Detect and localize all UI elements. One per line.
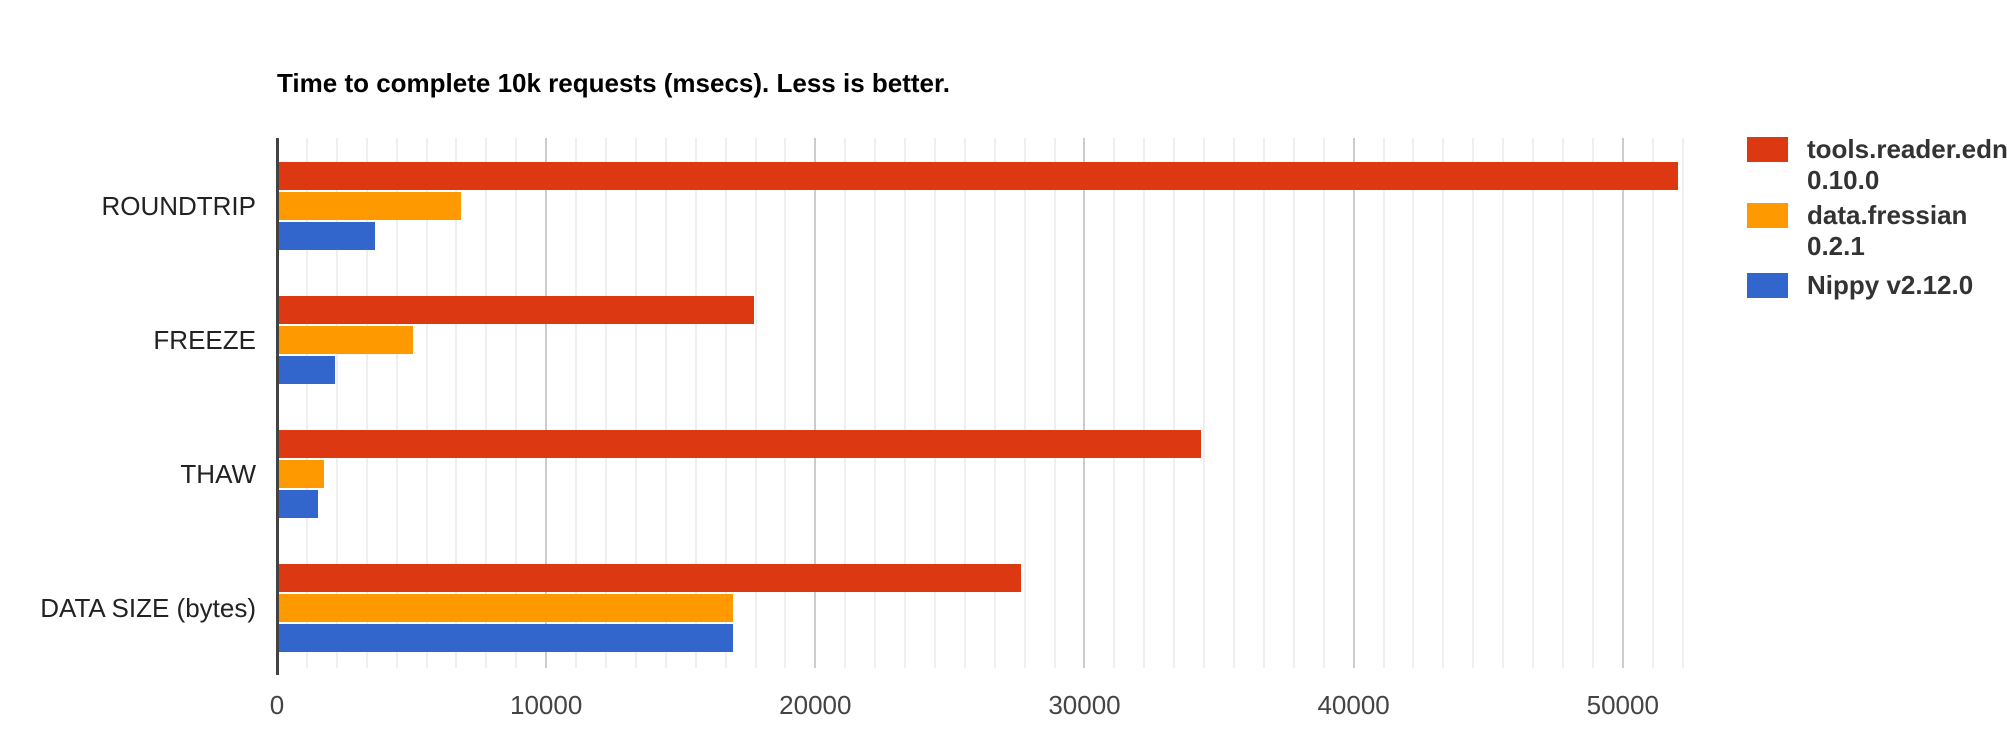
minor-gridline: [1651, 138, 1654, 668]
minor-gridline: [1203, 138, 1206, 668]
major-gridline: [814, 138, 817, 668]
minor-gridline: [1412, 138, 1415, 668]
category-label-thaw: THAW: [180, 459, 256, 489]
x-tick-label-0: 0: [269, 690, 285, 720]
minor-gridline: [1292, 138, 1295, 668]
legend-label-tools-reader-edn-0-10-0: tools.reader.edn 0.10.0: [1807, 134, 2007, 195]
minor-gridline: [1561, 138, 1564, 668]
minor-gridline: [634, 138, 637, 668]
bar-tools-reader-edn-0-10-0-freeze[interactable]: [278, 296, 755, 324]
bar-tools-reader-edn-0-10-0-data-size-bytes[interactable]: [278, 564, 1021, 592]
bar-data-fressian-0-2-1-roundtrip[interactable]: [278, 192, 462, 220]
minor-gridline: [1382, 138, 1385, 668]
minor-gridline: [1591, 138, 1594, 668]
x-tick-label-40000: 40000: [1317, 690, 1390, 720]
bar-data-fressian-0-2-1-freeze[interactable]: [278, 326, 413, 354]
minor-gridline: [395, 138, 398, 668]
major-gridline: [1352, 138, 1355, 668]
legend-label-data-fressian-0-2-1: data.fressian 0.2.1: [1807, 200, 1968, 261]
major-gridline: [545, 138, 548, 668]
minor-gridline: [1472, 138, 1475, 668]
minor-gridline: [455, 138, 458, 668]
minor-gridline: [1233, 138, 1235, 668]
x-tick-label-10000: 10000: [510, 690, 583, 720]
minor-gridline: [515, 138, 518, 668]
bar-tools-reader-edn-0-10-0-thaw[interactable]: [278, 430, 1202, 458]
minor-gridline: [993, 138, 996, 668]
minor-gridline: [1532, 138, 1535, 668]
minor-gridline: [724, 138, 727, 668]
minor-gridline: [305, 138, 308, 668]
minor-gridline: [963, 138, 966, 668]
x-axis-zero-line: [276, 138, 279, 675]
legend-label-nippy-v2-12-0: Nippy v2.12.0: [1807, 270, 1974, 300]
minor-gridline: [874, 138, 877, 668]
legend-swatch-nippy-v2-12-0: [1747, 273, 1788, 298]
minor-gridline: [664, 138, 667, 668]
major-gridline: [1621, 138, 1624, 668]
bar-nippy-v2-12-0-roundtrip[interactable]: [278, 222, 375, 250]
category-label-data-size-bytes: DATA SIZE (bytes): [40, 593, 256, 623]
minor-gridline: [754, 138, 757, 668]
x-tick-label-20000: 20000: [779, 690, 852, 720]
minor-gridline: [933, 138, 936, 668]
minor-gridline: [844, 138, 847, 668]
x-tick-label-30000: 30000: [1048, 690, 1121, 720]
minor-gridline: [784, 138, 787, 668]
minor-gridline: [365, 138, 368, 668]
bar-nippy-v2-12-0-thaw[interactable]: [278, 490, 319, 518]
minor-gridline: [1053, 138, 1056, 668]
minor-gridline: [485, 138, 488, 668]
legend-swatch-data-fressian-0-2-1: [1747, 203, 1788, 228]
legend-swatch-tools-reader-edn-0-10-0: [1747, 137, 1788, 162]
minor-gridline: [335, 138, 338, 668]
category-label-freeze: FREEZE: [153, 325, 256, 355]
bar-data-fressian-0-2-1-thaw[interactable]: [278, 460, 324, 488]
minor-gridline: [1442, 138, 1445, 668]
minor-gridline: [1143, 138, 1146, 668]
x-tick-label-50000: 50000: [1586, 690, 1659, 720]
minor-gridline: [1173, 138, 1176, 668]
chart-title: Time to complete 10k requests (msecs). L…: [277, 68, 950, 98]
bar-tools-reader-edn-0-10-0-roundtrip[interactable]: [278, 162, 1678, 190]
minor-gridline: [575, 138, 578, 668]
minor-gridline: [904, 138, 907, 668]
major-gridline: [1083, 138, 1086, 668]
minor-gridline: [1681, 138, 1684, 668]
bar-nippy-v2-12-0-freeze[interactable]: [278, 356, 335, 384]
minor-gridline: [604, 138, 607, 668]
minor-gridline: [694, 138, 697, 668]
minor-gridline: [1113, 138, 1116, 668]
minor-gridline: [1322, 138, 1325, 668]
bar-data-fressian-0-2-1-data-size-bytes[interactable]: [278, 594, 733, 622]
category-label-roundtrip: ROUNDTRIP: [101, 191, 256, 221]
minor-gridline: [1262, 138, 1265, 668]
minor-gridline: [1502, 138, 1505, 668]
minor-gridline: [1023, 138, 1026, 668]
minor-gridline: [425, 138, 428, 668]
bar-nippy-v2-12-0-data-size-bytes[interactable]: [278, 624, 733, 652]
